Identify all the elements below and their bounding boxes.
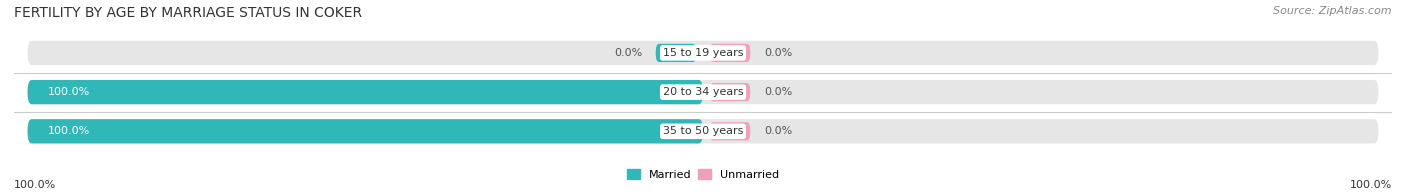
Text: 0.0%: 0.0% (614, 48, 643, 58)
Text: FERTILITY BY AGE BY MARRIAGE STATUS IN COKER: FERTILITY BY AGE BY MARRIAGE STATUS IN C… (14, 6, 363, 20)
FancyBboxPatch shape (28, 119, 1378, 143)
FancyBboxPatch shape (28, 80, 1378, 104)
Text: 0.0%: 0.0% (763, 87, 792, 97)
Text: 35 to 50 years: 35 to 50 years (662, 126, 744, 136)
Text: 100.0%: 100.0% (1350, 180, 1392, 190)
Text: 0.0%: 0.0% (763, 48, 792, 58)
Text: Source: ZipAtlas.com: Source: ZipAtlas.com (1274, 6, 1392, 16)
FancyBboxPatch shape (28, 41, 1378, 65)
FancyBboxPatch shape (710, 122, 751, 140)
FancyBboxPatch shape (28, 119, 703, 143)
FancyBboxPatch shape (28, 80, 703, 104)
Text: 100.0%: 100.0% (48, 87, 90, 97)
Legend: Married, Unmarried: Married, Unmarried (627, 169, 779, 180)
Text: 15 to 19 years: 15 to 19 years (662, 48, 744, 58)
FancyBboxPatch shape (655, 122, 696, 140)
FancyBboxPatch shape (710, 44, 751, 62)
FancyBboxPatch shape (710, 83, 751, 101)
FancyBboxPatch shape (655, 44, 696, 62)
Text: 20 to 34 years: 20 to 34 years (662, 87, 744, 97)
Text: 0.0%: 0.0% (763, 126, 792, 136)
Text: 100.0%: 100.0% (48, 126, 90, 136)
Text: 100.0%: 100.0% (14, 180, 56, 190)
FancyBboxPatch shape (655, 83, 696, 101)
